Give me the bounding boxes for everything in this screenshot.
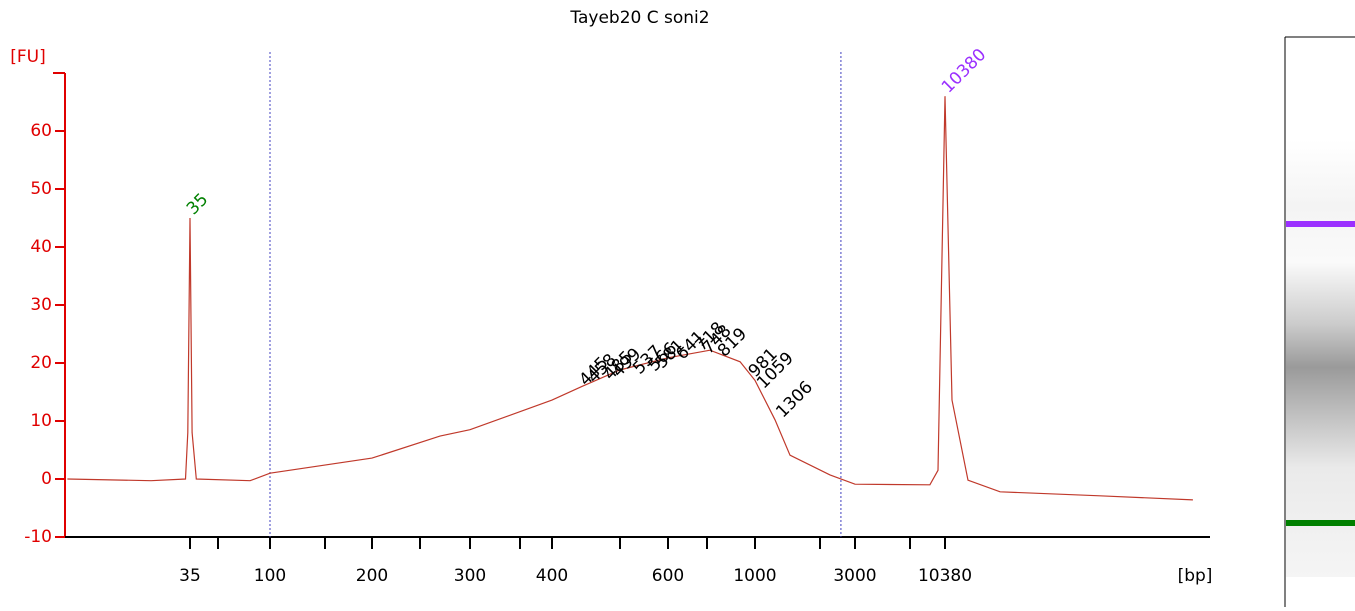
x-tick-label: 35	[179, 566, 201, 586]
gel-lane	[1286, 140, 1355, 577]
y-tick-label: 40	[30, 237, 52, 257]
x-tick-label: 3000	[833, 566, 876, 586]
gel-band	[1286, 520, 1355, 526]
gel-band	[1286, 221, 1355, 227]
y-tick-label: 0	[41, 469, 52, 489]
y-tick-label: 60	[30, 121, 52, 141]
x-tick-label: 1000	[733, 566, 776, 586]
x-tick-label: 100	[254, 566, 286, 586]
gel-image	[1284, 36, 1355, 607]
x-tick-label: 200	[356, 566, 388, 586]
x-tick-label: 300	[454, 566, 486, 586]
y-tick-label: 30	[30, 295, 52, 315]
x-axis-label: [bp]	[1178, 566, 1213, 586]
chart-title: Tayeb20 C soni2	[569, 8, 709, 28]
peak-label: 10380	[938, 45, 990, 97]
x-tick-label: 10380	[918, 566, 972, 586]
peak-label: 1306	[772, 377, 817, 422]
y-tick-label: 50	[30, 179, 52, 199]
trace	[67, 96, 1193, 501]
y-axis-label: [FU]	[10, 47, 46, 67]
x-tick-label: 600	[652, 566, 684, 586]
x-tick-label: 400	[536, 566, 568, 586]
y-tick-label: 10	[30, 411, 52, 431]
peak-label: 35	[183, 190, 212, 219]
y-tick-label: -10	[24, 527, 52, 547]
y-tick-label: 20	[30, 353, 52, 373]
